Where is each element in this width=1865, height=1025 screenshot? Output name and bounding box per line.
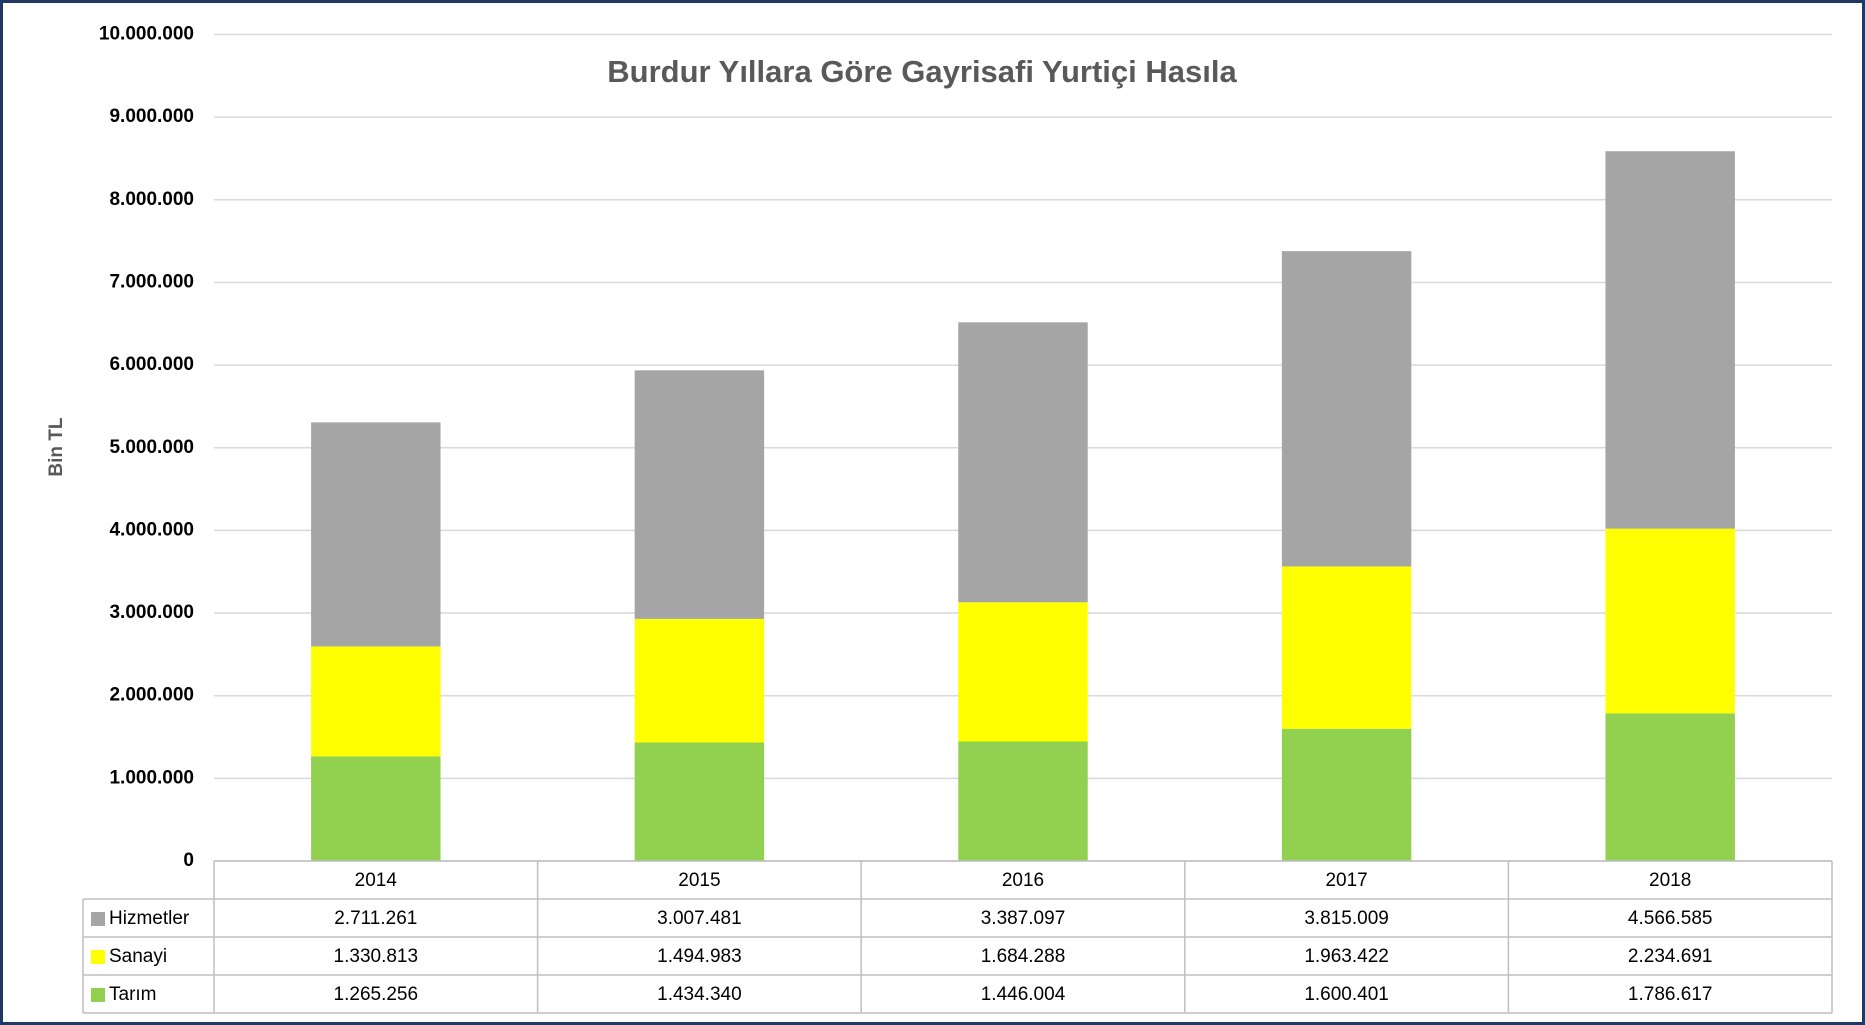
y-tick-label: 6.000.000 [109, 354, 194, 375]
legend-swatch [91, 988, 105, 1002]
data-label: 2.711.261 [334, 908, 417, 929]
data-label: 3.815.009 [1304, 908, 1389, 929]
y-tick-label: 5.000.000 [109, 437, 194, 458]
bar-segment [1605, 713, 1735, 861]
bar-segment [1605, 528, 1735, 714]
bar-segment [958, 602, 1088, 742]
legend-label: Hizmetler [109, 908, 190, 929]
data-label: 2.234.691 [1628, 946, 1713, 967]
data-label: 1.494.983 [657, 946, 742, 967]
chart-title: Burdur Yıllara Göre Gayrisafi Yurtiçi Ha… [607, 54, 1237, 89]
bar-segment [1605, 151, 1735, 529]
data-label: 3.007.481 [657, 908, 742, 929]
x-tick-label: 2016 [1002, 870, 1044, 891]
bar-segment [958, 322, 1088, 603]
data-label: 3.387.097 [981, 908, 1066, 929]
y-tick-label: 0 [183, 850, 194, 871]
data-label: 1.265.256 [334, 984, 419, 1005]
data-label: 1.434.340 [657, 984, 742, 1005]
y-tick-label: 4.000.000 [109, 519, 194, 540]
data-label: 1.446.004 [981, 984, 1066, 1005]
bar-segment [311, 756, 441, 861]
x-tick-label: 2017 [1325, 870, 1367, 891]
y-tick-label: 10.000.000 [99, 24, 194, 45]
bar-segment [634, 370, 765, 619]
bar-segment [634, 742, 765, 861]
legend-swatch [91, 912, 105, 926]
x-tick-label: 2015 [678, 870, 720, 891]
y-tick-label: 1.000.000 [109, 767, 194, 788]
y-tick-label: 8.000.000 [109, 189, 194, 210]
data-label: 4.566.585 [1628, 908, 1713, 929]
legend-label: Tarım [109, 984, 157, 1005]
x-tick-label: 2014 [355, 870, 398, 891]
y-tick-label: 7.000.000 [109, 271, 194, 292]
bar-segment [634, 618, 765, 743]
legend-label: Sanayi [109, 946, 167, 967]
bar-segment [311, 422, 441, 647]
bar-segment [311, 646, 441, 757]
data-label: 1.330.813 [334, 946, 419, 967]
data-label: 1.684.288 [981, 946, 1066, 967]
bar-segment [1281, 566, 1412, 729]
data-label: 1.600.401 [1304, 984, 1389, 1005]
y-tick-label: 2.000.000 [109, 685, 194, 706]
bar-segment [1281, 728, 1412, 861]
legend-swatch [91, 950, 105, 964]
data-label: 1.963.422 [1304, 946, 1389, 967]
data-label: 1.786.617 [1628, 984, 1713, 1005]
x-tick-label: 2018 [1649, 870, 1691, 891]
bar-segment [1281, 251, 1412, 567]
y-tick-label: 9.000.000 [109, 106, 194, 127]
y-tick-label: 3.000.000 [109, 602, 194, 623]
y-axis-label: Bin TL [46, 417, 67, 476]
bar-segment [958, 741, 1088, 861]
